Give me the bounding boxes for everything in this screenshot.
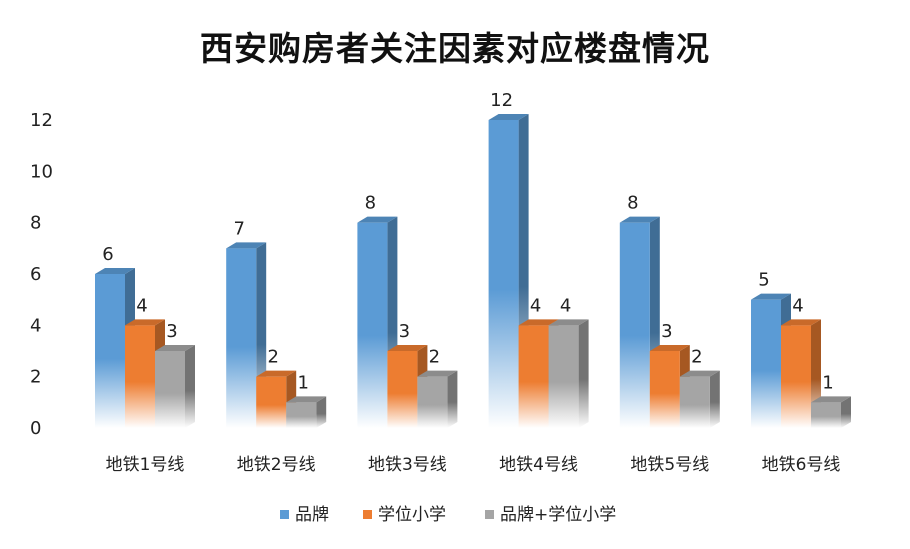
bar-front [811, 402, 841, 428]
y-tick-label: 8 [30, 213, 41, 234]
y-tick-label: 6 [30, 264, 41, 285]
bar-top [781, 319, 821, 326]
y-tick-label: 12 [30, 110, 53, 131]
bar-side [578, 319, 589, 428]
y-tick-label: 10 [30, 161, 53, 182]
x-tick-label: 地铁3号线 [368, 455, 447, 475]
bar-top [95, 268, 135, 274]
chart-title: 西安购房者关注因素对应楼盘情况 [200, 29, 710, 68]
data-label: 4 [792, 295, 803, 316]
legend-swatch [363, 510, 372, 519]
bar [679, 370, 720, 428]
bar-side [185, 345, 195, 428]
bar-top [256, 370, 297, 377]
bar-top [811, 396, 851, 403]
bar-front [226, 248, 257, 428]
data-label: 5 [758, 270, 769, 291]
bar-front [286, 402, 317, 428]
bar-top [548, 319, 589, 326]
bar-front [751, 299, 781, 428]
bar-top [518, 319, 559, 326]
bar-front [488, 120, 519, 428]
bar-side [447, 370, 458, 428]
bar [417, 370, 458, 428]
data-label: 12 [490, 90, 513, 111]
data-label: 8 [627, 193, 638, 214]
data-label: 3 [399, 321, 410, 342]
bar [286, 396, 327, 428]
y-axis: 0 2 4 6 8 10 12 [30, 110, 53, 439]
data-label: 4 [136, 295, 147, 316]
data-label: 4 [560, 295, 571, 316]
bar-front [95, 274, 125, 428]
legend: 品牌 学位小学 品牌+学位小学 [280, 505, 616, 525]
bar-front [518, 325, 549, 428]
bar-top [488, 114, 529, 120]
bar-front [417, 376, 448, 428]
x-tick-label: 地铁1号线 [106, 455, 185, 475]
data-label: 2 [429, 347, 440, 368]
bar-front [155, 351, 185, 428]
bar-top [619, 216, 660, 223]
bar-side [841, 396, 851, 428]
data-label: 7 [233, 218, 244, 239]
legend-label: 品牌 [295, 505, 329, 525]
bar-front [256, 376, 287, 428]
bar [811, 396, 851, 428]
data-label: 3 [166, 321, 177, 342]
bar-top [649, 345, 690, 351]
bar-top [751, 293, 791, 300]
y-tick-label: 2 [30, 367, 41, 388]
bar [548, 319, 589, 428]
legend-swatch [485, 510, 494, 519]
x-tick-label: 地铁2号线 [237, 455, 316, 475]
x-tick-label: 地铁6号线 [762, 455, 841, 475]
bar [226, 242, 267, 428]
bar-top [286, 396, 327, 403]
x-tick-label: 地铁4号线 [499, 455, 578, 475]
bar-front [125, 325, 155, 428]
bar-front [619, 222, 650, 428]
data-label: 6 [102, 244, 113, 265]
bar-front [679, 376, 710, 428]
bar [649, 345, 690, 428]
bar-front [387, 351, 418, 428]
legend-label: 学位小学 [378, 505, 446, 525]
bar [155, 345, 195, 428]
data-label: 3 [661, 321, 672, 342]
legend-label: 品牌+学位小学 [500, 505, 616, 525]
bar-side [316, 396, 327, 428]
bar-top [125, 319, 165, 326]
bar-top [226, 242, 267, 249]
bar-top [417, 370, 458, 377]
data-label: 4 [530, 295, 541, 316]
x-axis: 地铁1号线 地铁2号线 地铁3号线 地铁4号线 地铁5号线 地铁6号线 [106, 455, 841, 475]
bar-side [709, 370, 720, 428]
bar-top [679, 370, 720, 377]
bar-front [781, 325, 811, 428]
data-label: 2 [267, 347, 278, 368]
y-tick-label: 0 [30, 418, 41, 439]
bar-front [548, 325, 579, 428]
x-tick-label: 地铁5号线 [630, 455, 709, 475]
bar-top [387, 345, 428, 351]
y-tick-label: 4 [30, 315, 41, 336]
data-label: 8 [365, 193, 376, 214]
data-label: 1 [297, 372, 308, 393]
bar-top [357, 216, 398, 223]
data-label: 1 [822, 372, 833, 393]
bar-front [357, 222, 388, 428]
data-label: 2 [691, 347, 702, 368]
bar-front [649, 351, 680, 428]
legend-swatch [280, 510, 289, 519]
bar-top [155, 345, 195, 351]
